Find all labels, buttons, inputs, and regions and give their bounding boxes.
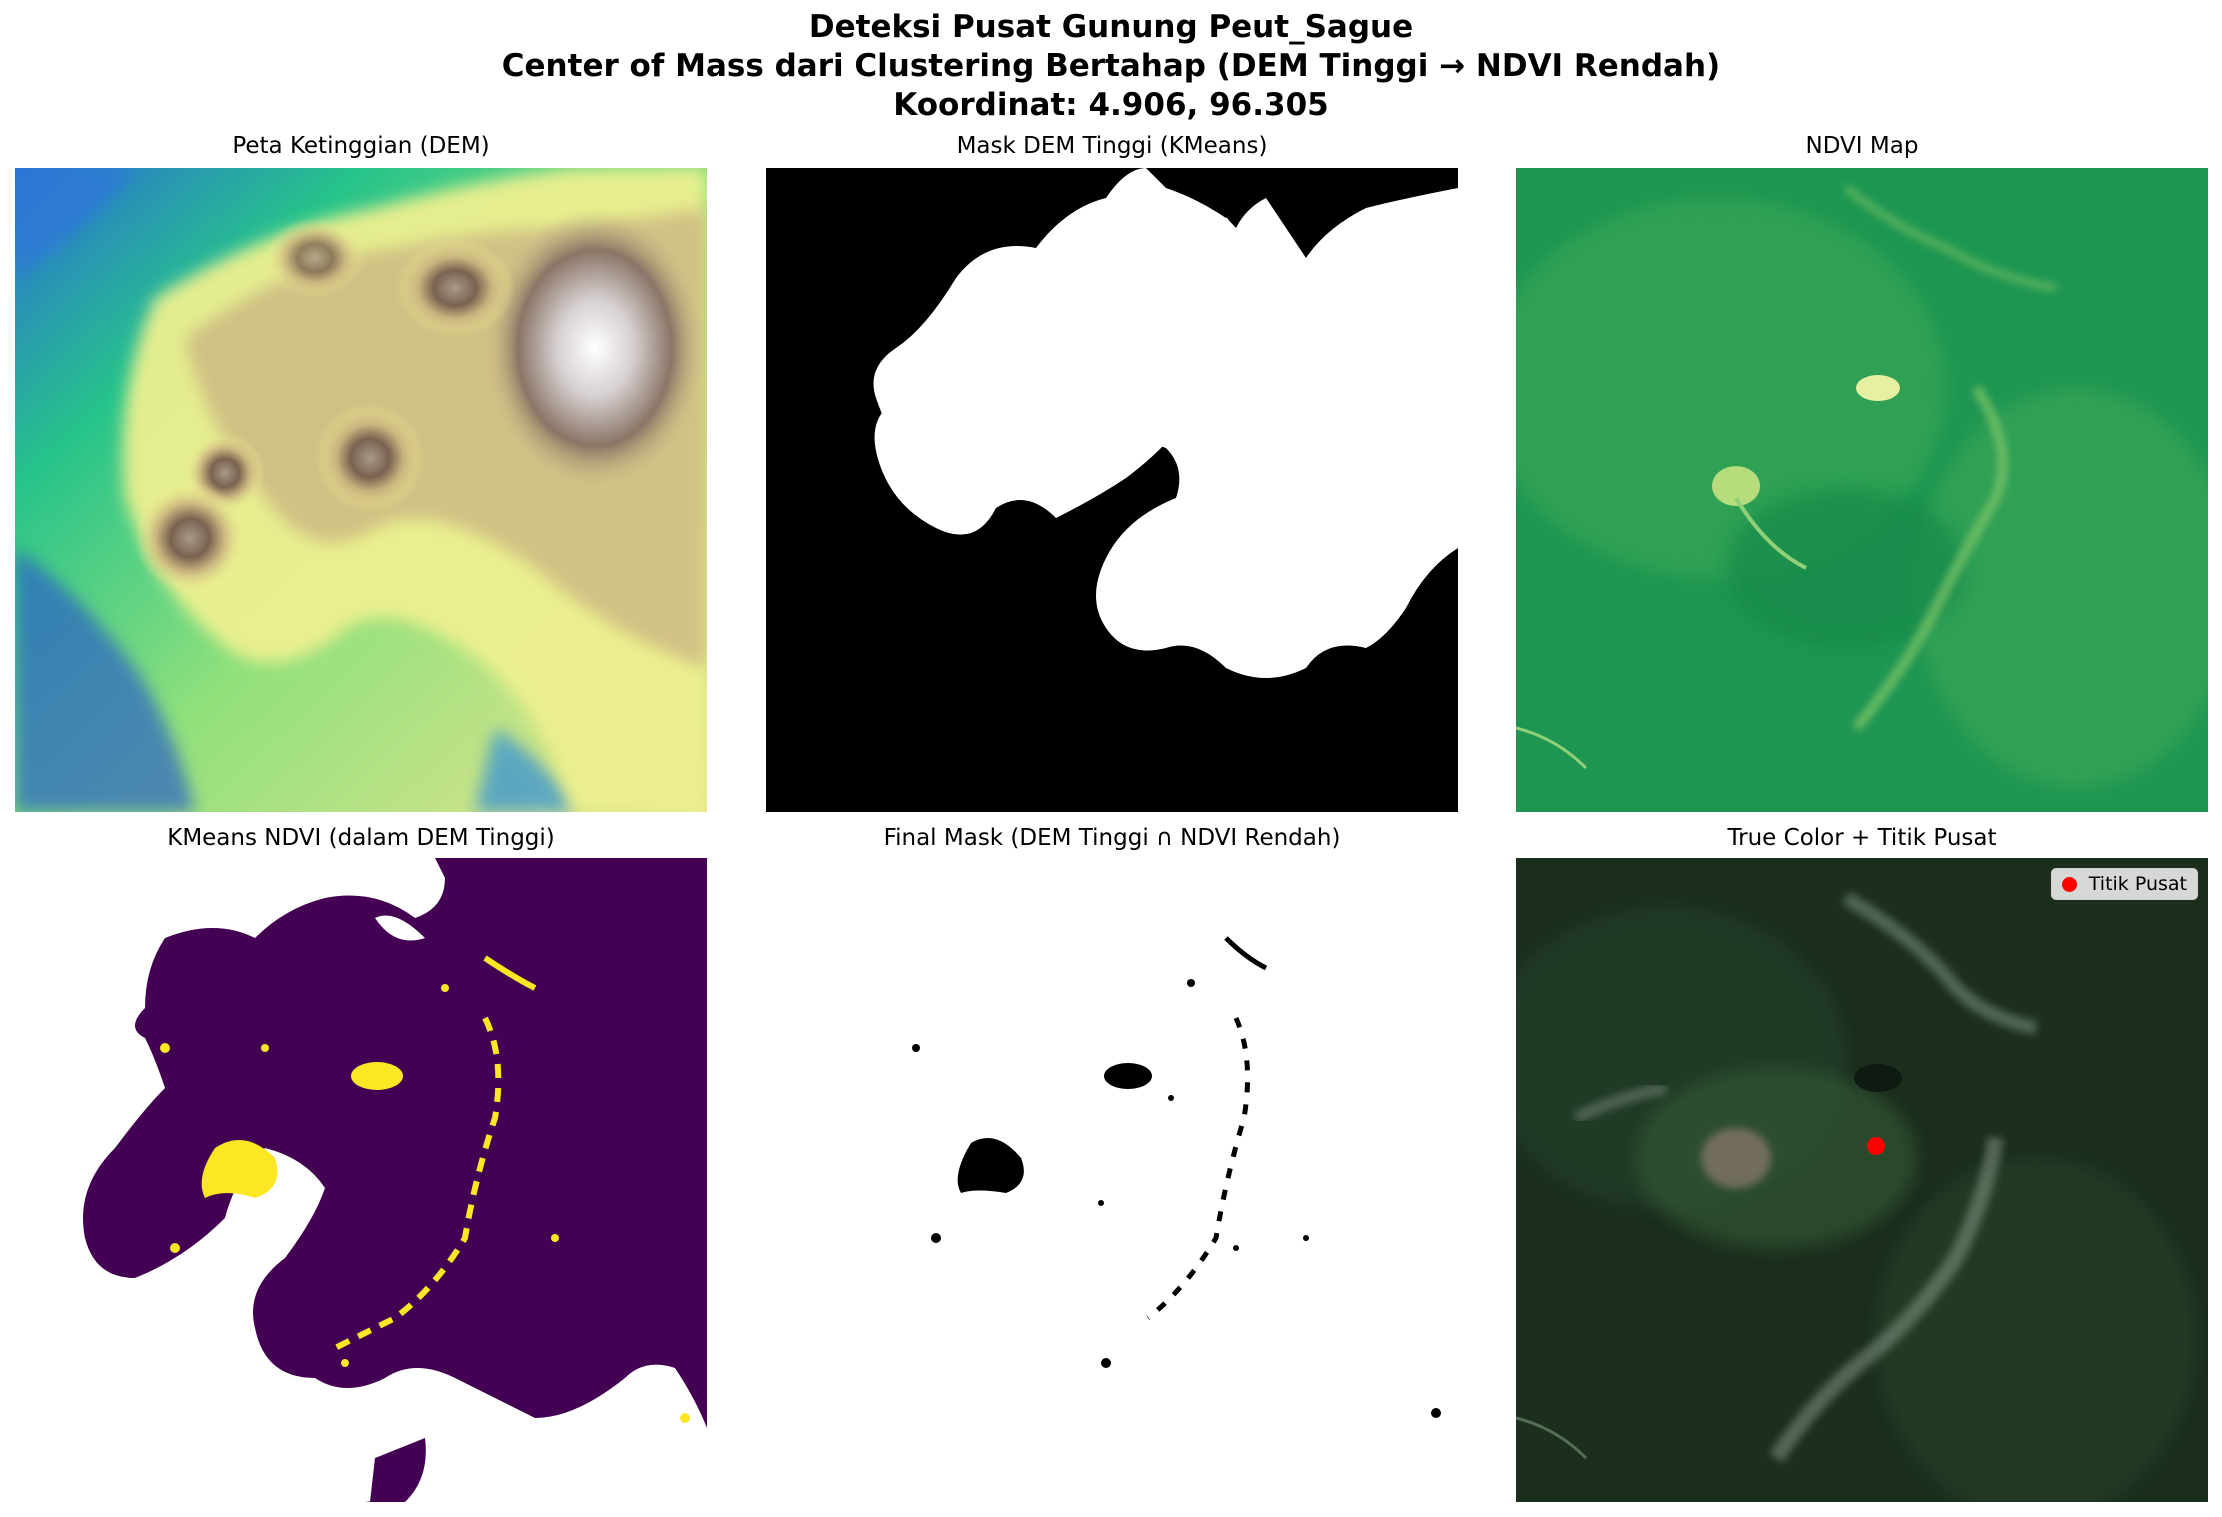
legend-label: Titik Pusat xyxy=(2088,873,2187,895)
panel-mask-dem-title: Mask DEM Tinggi (KMeans) xyxy=(956,133,1268,159)
center-point-marker xyxy=(1867,1137,1885,1155)
panel-true-color-title: True Color + Titik Pusat xyxy=(1727,825,1997,851)
panel-kmeans-ndvi-title: KMeans NDVI (dalam DEM Tinggi) xyxy=(167,825,555,851)
panel-dem-title: Peta Ketinggian (DEM) xyxy=(232,133,490,159)
legend-marker-icon xyxy=(2061,876,2077,892)
true-color-map xyxy=(1516,858,2208,1502)
dem-map-image xyxy=(15,168,707,812)
figure-title-line-2: Center of Mass dari Clustering Bertahap … xyxy=(501,48,1721,84)
final-mask-image xyxy=(766,858,1458,1502)
true-color-image: Titik Pusat xyxy=(1516,858,2208,1502)
ndvi-map-image xyxy=(1516,168,2208,812)
mask-dem-image xyxy=(766,168,1458,812)
panel-final-mask-title: Final Mask (DEM Tinggi ∩ NDVI Rendah) xyxy=(883,825,1341,851)
figure-title: Deteksi Pusat Gunung Peut_Sague Center o… xyxy=(0,8,2222,125)
kmeans-ndvi-image xyxy=(15,858,707,1502)
figure-title-line-3: Koordinat: 4.906, 96.305 xyxy=(893,87,1329,123)
legend: Titik Pusat xyxy=(2050,868,2198,900)
panel-ndvi-title: NDVI Map xyxy=(1805,133,1919,159)
figure-title-line-1: Deteksi Pusat Gunung Peut_Sague xyxy=(808,9,1414,45)
